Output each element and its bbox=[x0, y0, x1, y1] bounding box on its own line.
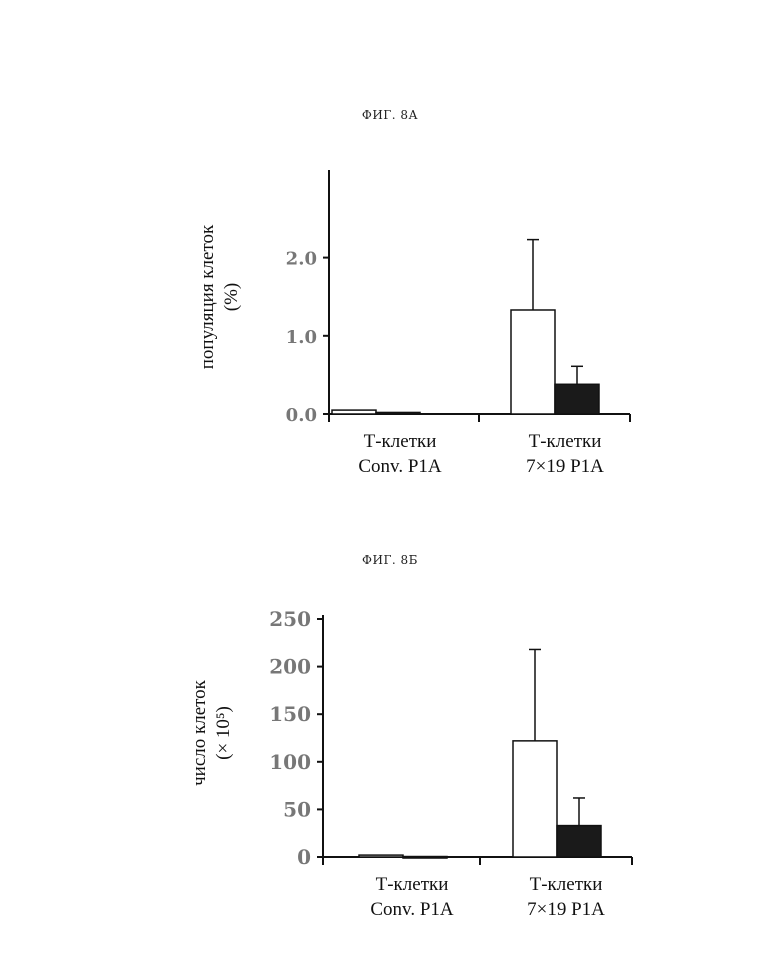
x-tick-label: Т-клетки bbox=[530, 874, 603, 895]
x-tick-label: 7×19 P1A bbox=[527, 899, 605, 920]
bar bbox=[557, 826, 601, 857]
x-tick-label: Conv. P1A bbox=[358, 456, 442, 477]
y-tick-label: 0.0 bbox=[286, 405, 317, 426]
y-axis-label: число клеток(× 10⁵) bbox=[189, 679, 234, 786]
y-tick-label: 1.0 bbox=[286, 327, 317, 348]
chart-a-title: ФИГ. 8А bbox=[0, 108, 780, 122]
bar bbox=[376, 412, 420, 414]
bar bbox=[511, 310, 555, 414]
y-tick-label: 100 bbox=[269, 750, 311, 774]
bar-chart-b: 0 50 100 150 200 250 Т-клетки Conv. P1A Т-клетки… bbox=[0, 585, 780, 960]
bar bbox=[403, 857, 447, 859]
bar-chart-a: 0.0 1.0 2.0 Т-клетки Conv. P1A Т-клетки 7×19 P… bbox=[0, 140, 780, 520]
x-tick-label: Conv. P1A bbox=[370, 899, 454, 920]
y-tick-label: 250 bbox=[269, 607, 311, 631]
bar bbox=[332, 410, 376, 414]
chart-b-title: ФИГ. 8Б bbox=[0, 553, 780, 567]
y-tick-label: 200 bbox=[269, 655, 311, 679]
x-tick-label: Т-клетки bbox=[529, 431, 602, 452]
bar bbox=[359, 855, 403, 857]
y-axis-label-line2: (%) bbox=[221, 283, 242, 311]
y-axis-label-line1: популяция клеток bbox=[197, 224, 218, 369]
x-tick-label: Т-клетки bbox=[364, 431, 437, 452]
y-tick-label: 50 bbox=[283, 797, 311, 821]
y-tick-label: 150 bbox=[269, 702, 311, 726]
y-tick-label: 0 bbox=[297, 845, 311, 869]
y-axis-label-line2: (× 10⁵) bbox=[213, 706, 234, 760]
bar bbox=[513, 741, 557, 857]
y-axis-label-line1: число клеток bbox=[189, 679, 210, 786]
bar bbox=[555, 384, 599, 414]
y-tick-label: 2.0 bbox=[286, 249, 317, 270]
x-tick-label: 7×19 P1A bbox=[526, 456, 604, 477]
x-tick-label: Т-клетки bbox=[376, 874, 449, 895]
y-axis-label: популяция клеток(%) bbox=[197, 224, 242, 369]
